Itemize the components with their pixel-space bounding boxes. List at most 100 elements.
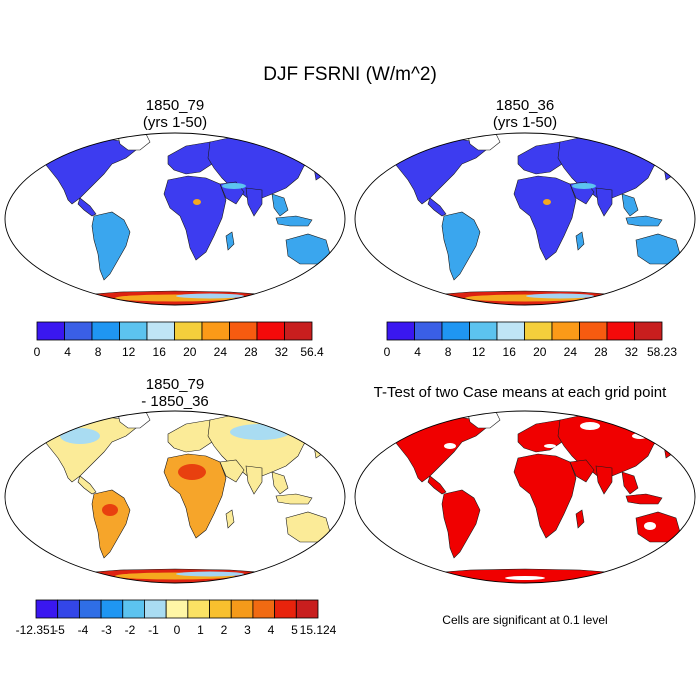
colorbar-swatch xyxy=(469,321,498,341)
colorbar-1850-79: 0 4 8 12 16 20 24 28 32 56.4 xyxy=(34,321,324,359)
colorbar-tick-label: 24 xyxy=(564,345,578,359)
continent-centralAmerica xyxy=(427,197,447,217)
colorbar-tick-label: 24 xyxy=(214,345,228,359)
colorbar-tick-label: 8 xyxy=(445,345,452,359)
colorbar-1850-36: 0 4 8 12 16 20 24 28 32 58.23 xyxy=(384,321,677,359)
continent-newZealand xyxy=(685,261,693,275)
continent-india xyxy=(245,465,263,495)
colorbar-tick-label: 32 xyxy=(625,345,639,359)
map-panel-ttest xyxy=(354,410,696,584)
continent-india xyxy=(595,465,613,495)
map-border xyxy=(4,410,346,584)
map-panel-1850-79 xyxy=(4,132,346,306)
continent-indonesia xyxy=(275,493,313,505)
colorbar-tick-label: 8 xyxy=(95,345,102,359)
colorbar-swatch xyxy=(386,321,415,341)
colorbar-tick-label: -4 xyxy=(78,623,89,637)
panel-title-bottom-left-line1: 1850_79 xyxy=(145,376,205,393)
colorbar-swatch xyxy=(187,599,210,619)
diff-hotspot-africa xyxy=(178,464,206,480)
colorbar-swatch xyxy=(496,321,525,341)
continent-madagascar xyxy=(575,509,585,529)
colorbar-tick-label: -5 xyxy=(54,623,65,637)
significance-note: Cells are significant at 0.1 level xyxy=(442,613,608,627)
continent-seAsia xyxy=(271,471,289,495)
colorbar-swatch xyxy=(441,321,470,341)
continent-madagascar xyxy=(225,231,235,251)
colorbar-tick-label: 3 xyxy=(244,623,251,637)
colorbar-swatch xyxy=(165,599,189,619)
colorbar-tick-label: 0 xyxy=(174,623,181,637)
map-border xyxy=(4,132,346,306)
colorbar-swatch xyxy=(551,321,580,341)
colorbar-swatch xyxy=(100,599,124,619)
colorbar-swatch xyxy=(91,321,120,341)
continent-seAsia xyxy=(621,471,639,495)
sig-gap-1 xyxy=(444,443,456,449)
colorbar-tick-label: 4 xyxy=(268,623,275,637)
arabia-patch xyxy=(222,183,246,189)
colorbar-tick-label: -2 xyxy=(125,623,136,637)
colorbar-swatch xyxy=(78,599,102,619)
colorbar-tick-label: 4 xyxy=(414,345,421,359)
colorbar-swatch xyxy=(252,599,276,619)
colorbar-tick-label: 2 xyxy=(221,623,228,637)
colorbar-swatch xyxy=(229,321,258,341)
continent-seAsia xyxy=(621,193,639,217)
antarctic-band-lightblue xyxy=(176,293,244,299)
colorbar-swatch xyxy=(144,599,167,619)
colorbar-swatch xyxy=(35,599,59,619)
continent-centralAmerica xyxy=(77,197,97,217)
panel-title-top-left-line2: (yrs 1-50) xyxy=(142,114,208,131)
colorbar-swatch xyxy=(201,321,230,341)
africa-hotspot xyxy=(193,199,201,205)
colorbar-swatch xyxy=(122,599,145,619)
colorbar-swatch xyxy=(146,321,175,341)
colorbar-swatch xyxy=(209,599,232,619)
colorbar-swatch xyxy=(57,599,80,619)
map-panel-1850-36 xyxy=(354,132,696,306)
continent-southAmerica xyxy=(441,489,481,559)
colorbar-swatch xyxy=(284,321,313,341)
colorbar-tick-label: 1 xyxy=(197,623,204,637)
continent-seAsia xyxy=(271,193,289,217)
colorbar-swatch xyxy=(524,321,553,341)
sig-gap-4 xyxy=(544,444,556,448)
colorbar-tick-label: 32 xyxy=(275,345,289,359)
colorbar-swatch xyxy=(119,321,148,341)
diff-patch-asia xyxy=(230,424,290,440)
colorbar-swatch xyxy=(579,321,608,341)
continent-newZealand xyxy=(685,539,693,553)
diff-hotspot-samerica xyxy=(102,504,118,516)
continent-india xyxy=(245,187,263,217)
colorbar-tick-label: 16 xyxy=(153,345,167,359)
sig-gap-0 xyxy=(402,424,418,432)
continent-arabia xyxy=(569,459,595,483)
panel-title-bottom-right-line1: T-Test of two Case means at each grid po… xyxy=(373,384,667,401)
continent-newZealand xyxy=(335,539,343,553)
colorbar-tick-label: 28 xyxy=(594,345,608,359)
colorbar-swatch xyxy=(295,599,319,619)
colorbar-tick-label: 56.4 xyxy=(300,345,324,359)
colorbar-tick-label: 28 xyxy=(244,345,258,359)
continent-africa xyxy=(513,175,577,261)
sig-gap-6 xyxy=(505,576,545,580)
colorbar-swatch xyxy=(256,321,285,341)
panel-title-top-right: 1850_36 (yrs 1-50) xyxy=(405,97,645,131)
panel-title-top-right-line2: (yrs 1-50) xyxy=(492,114,558,131)
colorbar-tick-label: 5 xyxy=(291,623,298,637)
panel-title-bottom-right: T-Test of two Case means at each grid po… xyxy=(345,384,695,401)
colorbar-tick-label: -12.351 xyxy=(16,623,57,637)
continent-southAmerica xyxy=(91,211,131,281)
colorbar-tick-label: 16 xyxy=(503,345,517,359)
colorbar-difference: -12.351-5 -4 -3 -2 -1 0 1 2 3 4 5 15.124 xyxy=(16,599,337,637)
colorbar-tick-label: -1 xyxy=(148,623,159,637)
panel-title-top-left-line1: 1850_79 xyxy=(145,97,205,114)
diff-antarctic-blue xyxy=(176,571,244,577)
colorbar-tick-label: 0 xyxy=(34,345,41,359)
continent-madagascar xyxy=(575,231,585,251)
colorbar-tick-label: 15.124 xyxy=(300,623,337,637)
colorbar-swatch xyxy=(230,599,254,619)
continent-madagascar xyxy=(225,509,235,529)
colorbar-swatch xyxy=(606,321,635,341)
